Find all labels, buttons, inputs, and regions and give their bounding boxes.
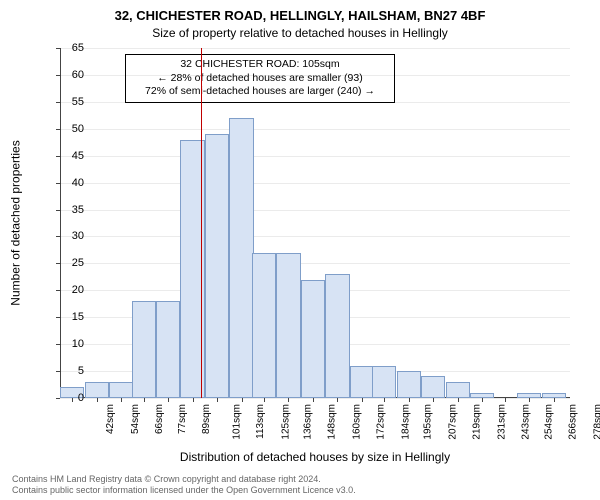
ytick-label: 25 xyxy=(44,257,84,269)
annotation-line1: 32 CHICHESTER ROAD: 105sqm xyxy=(132,58,388,72)
xtick-mark xyxy=(193,398,194,402)
ytick-label: 10 xyxy=(44,338,84,350)
xtick-label: 231sqm xyxy=(496,404,507,440)
chart-title-main: 32, CHICHESTER ROAD, HELLINGLY, HAILSHAM… xyxy=(0,8,600,23)
histogram-bar xyxy=(109,382,133,398)
xtick-label: 160sqm xyxy=(352,404,363,440)
xtick-label: 266sqm xyxy=(568,404,579,440)
ytick-label: 0 xyxy=(44,392,84,404)
xtick-label: 66sqm xyxy=(154,404,165,434)
gridline xyxy=(60,236,570,237)
xtick-label: 243sqm xyxy=(521,404,532,440)
annotation-box: 32 CHICHESTER ROAD: 105sqm ← 28% of deta… xyxy=(125,54,395,103)
histogram-bar xyxy=(252,253,276,398)
xtick-label: 125sqm xyxy=(280,404,291,440)
footer-line1: Contains HM Land Registry data © Crown c… xyxy=(12,474,356,485)
xtick-label: 172sqm xyxy=(376,404,387,440)
xtick-mark xyxy=(554,398,555,402)
xtick-mark xyxy=(505,398,506,402)
ytick-label: 55 xyxy=(44,96,84,108)
xtick-mark xyxy=(168,398,169,402)
xtick-label: 278sqm xyxy=(592,404,600,440)
xtick-mark xyxy=(362,398,363,402)
xtick-mark xyxy=(384,398,385,402)
xtick-label: 113sqm xyxy=(255,404,266,439)
annotation-line2: ← 28% of detached houses are smaller (93… xyxy=(132,72,388,86)
histogram-bar xyxy=(85,382,109,398)
histogram-bar xyxy=(421,376,445,398)
x-axis-label: Distribution of detached houses by size … xyxy=(60,450,570,464)
gridline xyxy=(60,263,570,264)
xtick-label: 184sqm xyxy=(400,404,411,440)
xtick-mark xyxy=(529,398,530,402)
histogram-bar xyxy=(446,382,470,398)
xtick-label: 136sqm xyxy=(303,404,314,440)
y-axis-label: Number of detached properties xyxy=(8,48,24,398)
ytick-label: 40 xyxy=(44,177,84,189)
xtick-label: 89sqm xyxy=(201,404,212,434)
xtick-mark xyxy=(458,398,459,402)
xtick-mark xyxy=(97,398,98,402)
histogram-bar xyxy=(132,301,156,398)
xtick-label: 77sqm xyxy=(177,404,188,434)
gridline xyxy=(60,210,570,211)
xtick-mark xyxy=(264,398,265,402)
gridline xyxy=(60,48,570,49)
xtick-mark xyxy=(433,398,434,402)
ytick-label: 15 xyxy=(44,311,84,323)
xtick-label: 219sqm xyxy=(472,404,483,440)
xtick-mark xyxy=(313,398,314,402)
histogram-bar xyxy=(325,274,349,398)
xtick-mark xyxy=(337,398,338,402)
xtick-label: 42sqm xyxy=(105,404,116,434)
xtick-mark xyxy=(409,398,410,402)
histogram-bar xyxy=(229,118,253,398)
xtick-label: 54sqm xyxy=(130,404,141,434)
plot-area: 32 CHICHESTER ROAD: 105sqm ← 28% of deta… xyxy=(60,48,570,398)
xtick-label: 254sqm xyxy=(543,404,554,440)
gridline xyxy=(60,398,570,399)
annotation-line3: 72% of semi-detached houses are larger (… xyxy=(132,85,388,99)
gridline xyxy=(60,102,570,103)
gridline xyxy=(60,156,570,157)
chart-title-sub: Size of property relative to detached ho… xyxy=(0,26,600,40)
xtick-mark xyxy=(242,398,243,402)
histogram-bar xyxy=(205,134,229,398)
ytick-label: 60 xyxy=(44,69,84,81)
histogram-bar xyxy=(276,253,300,398)
ytick-label: 20 xyxy=(44,284,84,296)
gridline xyxy=(60,129,570,130)
ytick-label: 65 xyxy=(44,42,84,54)
xtick-mark xyxy=(288,398,289,402)
xtick-label: 195sqm xyxy=(423,404,434,440)
gridline xyxy=(60,75,570,76)
xtick-mark xyxy=(482,398,483,402)
ytick-label: 5 xyxy=(44,365,84,377)
ytick-label: 35 xyxy=(44,204,84,216)
histogram-bar xyxy=(156,301,180,398)
xtick-label: 101sqm xyxy=(231,404,242,440)
xtick-mark xyxy=(217,398,218,402)
footer-attribution: Contains HM Land Registry data © Crown c… xyxy=(12,474,356,496)
ytick-label: 45 xyxy=(44,150,84,162)
histogram-bar xyxy=(301,280,325,398)
footer-line2: Contains public sector information licen… xyxy=(12,485,356,496)
xtick-mark xyxy=(144,398,145,402)
histogram-bar xyxy=(372,366,396,398)
ytick-label: 50 xyxy=(44,123,84,135)
histogram-bar xyxy=(350,366,374,398)
xtick-label: 207sqm xyxy=(447,404,458,440)
xtick-mark xyxy=(121,398,122,402)
reference-line xyxy=(201,48,202,398)
gridline xyxy=(60,183,570,184)
xtick-label: 148sqm xyxy=(327,404,338,440)
histogram-bar xyxy=(397,371,421,398)
ytick-label: 30 xyxy=(44,230,84,242)
